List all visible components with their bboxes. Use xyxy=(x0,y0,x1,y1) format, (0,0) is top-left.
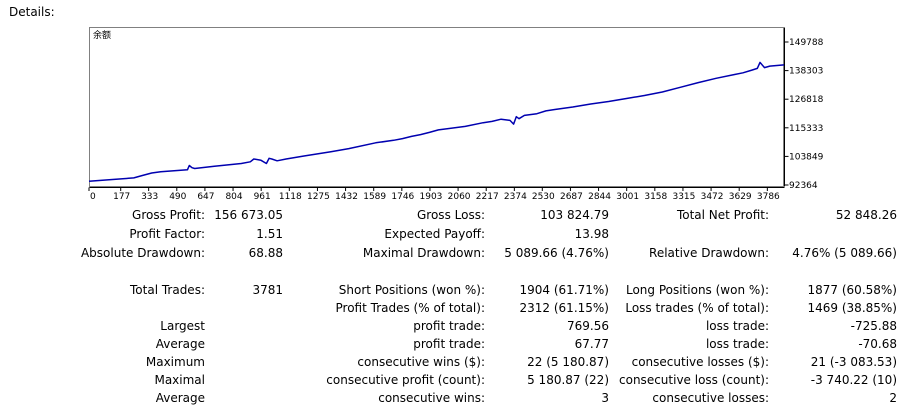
balance-chart: 余额 149788 138303 126818 115333 103849 92364 0… xyxy=(88,27,824,202)
profit-trades-value: 2312 (61.15%) xyxy=(519,301,609,315)
chart-title: 余额 xyxy=(93,29,111,41)
loss-trades-value: 1469 (38.85%) xyxy=(807,301,897,315)
avg-consec-losses-value: 2 xyxy=(889,391,897,405)
y-tick-label: 103849 xyxy=(789,152,824,162)
absolute-drawdown-value: 68.88 xyxy=(248,246,283,260)
maximal-drawdown-label: Maximal Drawdown: xyxy=(362,246,485,260)
long-positions-value: 1877 (60.58%) xyxy=(807,283,897,297)
max-consec-wins-label: consecutive wins ($): xyxy=(357,355,485,369)
y-tick-label: 138303 xyxy=(789,67,823,77)
x-tick-label: 2217 xyxy=(476,192,499,202)
maximum-label: Maximum xyxy=(145,355,205,369)
maximal-consec-profit-value: 5 180.87 (22) xyxy=(527,373,609,387)
average-label: Average xyxy=(155,337,205,351)
x-tick-label: 804 xyxy=(225,192,242,202)
largest-profit-value: 769.56 xyxy=(567,319,609,333)
gross-loss-value: 103 824.79 xyxy=(540,208,609,222)
x-tick-label: 2844 xyxy=(588,192,611,202)
x-tick-label: 3158 xyxy=(644,192,667,202)
gross-profit-label: Gross Profit: xyxy=(132,208,205,222)
x-tick-label: 1903 xyxy=(420,192,443,202)
y-axis-ticks: 149788 138303 126818 115333 103849 92364 xyxy=(784,38,824,191)
total-trades-value: 3781 xyxy=(252,283,283,297)
maximal-consec-profit-label: consecutive profit (count): xyxy=(326,373,485,387)
absolute-drawdown-label: Absolute Drawdown: xyxy=(80,246,205,260)
maximal-consec-loss-value: -3 740.22 (10) xyxy=(810,373,897,387)
x-tick-label: 1589 xyxy=(363,192,386,202)
x-tick-label: 0 xyxy=(90,192,96,202)
x-tick-label: 490 xyxy=(169,192,186,202)
x-tick-label: 3472 xyxy=(701,192,724,202)
x-tick-label: 1746 xyxy=(391,192,414,202)
total-net-profit-value: 52 848.26 xyxy=(835,208,897,222)
gross-loss-label: Gross Loss: xyxy=(417,208,485,222)
avg-consec-wins-value: 3 xyxy=(601,391,609,405)
x-tick-label: 961 xyxy=(254,192,271,202)
largest-loss-value: -725.88 xyxy=(850,319,897,333)
average-loss-label: loss trade: xyxy=(705,337,769,351)
maximal-consec-loss-label: consecutive loss (count): xyxy=(619,373,769,387)
average2-label: Average xyxy=(155,391,205,405)
y-tick-label: 126818 xyxy=(789,95,824,105)
x-tick-label: 3786 xyxy=(757,192,780,202)
x-axis-ticks: 0 177 333 490 647 804 961 1118 1275 1432 1589 1746 1… xyxy=(88,187,780,202)
relative-drawdown-value: 4.76% (5 089.66) xyxy=(792,246,897,260)
total-trades-label: Total Trades: xyxy=(130,283,205,297)
expected-payoff-value: 13.98 xyxy=(574,227,609,241)
x-tick-label: 2687 xyxy=(560,192,583,202)
largest-label: Largest xyxy=(160,319,205,333)
y-tick-label: 92364 xyxy=(789,181,818,191)
gross-profit-value: 156 673.05 xyxy=(214,208,283,222)
x-tick-label: 2060 xyxy=(448,192,471,202)
profit-factor-value: 1.51 xyxy=(256,227,283,241)
x-tick-label: 1118 xyxy=(279,192,302,202)
y-tick-label: 149788 xyxy=(789,38,824,48)
largest-profit-label: profit trade: xyxy=(413,319,485,333)
short-positions-label: Short Positions (won %): xyxy=(338,283,485,297)
x-tick-label: 1432 xyxy=(335,192,358,202)
average-profit-value: 67.77 xyxy=(574,337,609,351)
long-positions-label: Long Positions (won %): xyxy=(625,283,769,297)
average-loss-value: -70.68 xyxy=(858,337,897,351)
x-tick-label: 3629 xyxy=(729,192,752,202)
maximal-drawdown-value: 5 089.66 (4.76%) xyxy=(504,246,609,260)
x-tick-label: 3315 xyxy=(672,192,695,202)
x-tick-label: 2530 xyxy=(532,192,555,202)
x-tick-label: 647 xyxy=(197,192,214,202)
x-tick-label: 2374 xyxy=(504,192,527,202)
average-profit-label: profit trade: xyxy=(413,337,485,351)
y-tick-label: 115333 xyxy=(789,124,823,134)
x-tick-label: 1275 xyxy=(307,192,330,202)
largest-loss-label: loss trade: xyxy=(705,319,769,333)
short-positions-value: 1904 (61.71%) xyxy=(519,283,609,297)
relative-drawdown-label: Relative Drawdown: xyxy=(649,246,769,260)
profit-factor-label: Profit Factor: xyxy=(129,227,205,241)
x-tick-label: 333 xyxy=(141,192,158,202)
max-consec-losses-value: 21 (-3 083.53) xyxy=(810,355,897,369)
details-title: Details: xyxy=(9,5,55,19)
maximal-label: Maximal xyxy=(154,373,205,387)
profit-trades-label: Profit Trades (% of total): xyxy=(335,301,485,315)
x-tick-label: 177 xyxy=(113,192,130,202)
max-consec-wins-value: 22 (5 180.87) xyxy=(527,355,609,369)
balance-series-line xyxy=(88,61,785,182)
expected-payoff-label: Expected Payoff: xyxy=(384,227,485,241)
max-consec-losses-label: consecutive losses ($): xyxy=(631,355,769,369)
x-tick-label: 3001 xyxy=(616,192,639,202)
total-net-profit-label: Total Net Profit: xyxy=(676,208,769,222)
loss-trades-label: Loss trades (% of total): xyxy=(625,301,769,315)
avg-consec-losses-label: consecutive losses: xyxy=(652,391,769,405)
avg-consec-wins-label: consecutive wins: xyxy=(378,391,485,405)
chart-plot-area xyxy=(89,27,784,187)
